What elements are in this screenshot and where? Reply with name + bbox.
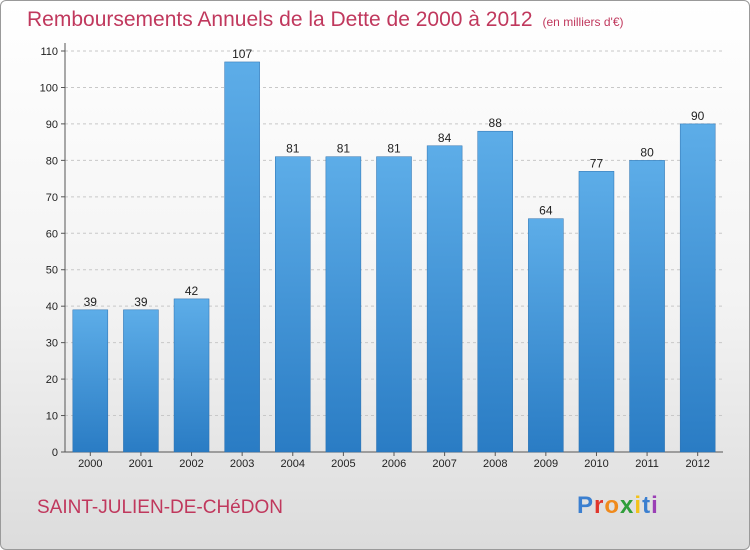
bar-2005 [325, 156, 362, 453]
data-label-2009: 64 [539, 204, 553, 218]
data-label-2003: 107 [232, 47, 252, 61]
bar-2009 [528, 218, 564, 453]
x-tick-label-2009: 2009 [534, 458, 558, 470]
proxiti-logo: Proxiti [577, 492, 659, 520]
logo-letter: i [651, 492, 659, 519]
y-tick-label: 50 [46, 265, 58, 277]
data-label-2006: 81 [387, 142, 401, 156]
bar-2001 [123, 309, 159, 453]
data-label-2004: 81 [286, 142, 300, 156]
bar-2011 [629, 160, 665, 453]
data-label-2012: 90 [691, 109, 705, 123]
y-tick-label: 110 [40, 46, 58, 58]
bar-2010 [578, 171, 615, 453]
chart-title-unit: (en milliers d'€) [542, 15, 624, 29]
x-tick-label-2002: 2002 [179, 458, 203, 470]
bar-2007 [426, 145, 463, 453]
data-label-2007: 84 [438, 131, 452, 145]
y-tick-label: 70 [46, 192, 58, 204]
x-tick-label-2003: 2003 [230, 458, 254, 470]
x-tick-label-2004: 2004 [281, 458, 305, 470]
y-tick-label: 0 [52, 447, 58, 459]
bar-2006 [376, 156, 412, 453]
chart-title: Remboursements Annuels de la Dette de 20… [27, 8, 624, 32]
bar-2002 [173, 298, 210, 453]
logo-letter: x [620, 492, 635, 519]
data-label-2008: 88 [489, 116, 503, 130]
bar-2004 [275, 156, 311, 453]
data-label-2005: 81 [337, 142, 351, 156]
data-label-2002: 42 [185, 284, 199, 298]
x-tick-label-2006: 2006 [382, 458, 406, 470]
x-tick-label-2000: 2000 [78, 458, 102, 470]
x-tick-label-2001: 2001 [129, 458, 153, 470]
y-tick-label: 60 [46, 228, 58, 240]
axis-layer: 0 10 20 30 40 50 60 70 80 90 100 110 2000 2001 2002 200… [40, 43, 723, 470]
logo-letter: t [642, 492, 652, 519]
x-tick-label-2008: 2008 [483, 458, 507, 470]
x-tick-label-2010: 2010 [584, 458, 608, 470]
bar-2012 [679, 123, 716, 453]
x-tick-label-2005: 2005 [331, 458, 355, 470]
y-tick-label: 30 [46, 338, 58, 350]
data-label-2000: 39 [84, 295, 98, 309]
y-tick-label: 40 [46, 301, 58, 313]
logo-letter: o [604, 492, 621, 519]
logo-letter: i [634, 492, 643, 519]
label-layer: 39 39 42 107 81 81 81 84 88 64 77 80 90 [84, 47, 705, 309]
y-tick-label: 80 [46, 155, 58, 167]
bar-2000 [72, 309, 109, 453]
bar-layer [72, 61, 716, 453]
y-tick-label: 10 [46, 411, 58, 423]
data-label-2011: 80 [640, 145, 654, 159]
data-label-2010: 77 [590, 156, 604, 170]
bar-2008 [477, 130, 513, 453]
y-tick-label: 100 [40, 82, 58, 94]
logo-letter: r [594, 492, 605, 519]
x-tick-label-2011: 2011 [635, 458, 659, 470]
chart-title-main: Remboursements Annuels de la Dette de 20… [27, 8, 533, 31]
y-tick-label: 90 [46, 119, 58, 131]
y-tick-label: 20 [46, 374, 58, 386]
x-tick-label-2007: 2007 [432, 458, 456, 470]
data-label-2001: 39 [134, 295, 148, 309]
city-name: SAINT-JULIEN-DE-CHéDON [37, 497, 283, 518]
bar-2003 [224, 61, 260, 453]
x-tick-label-2012: 2012 [685, 458, 709, 470]
logo-letter: P [577, 492, 595, 519]
